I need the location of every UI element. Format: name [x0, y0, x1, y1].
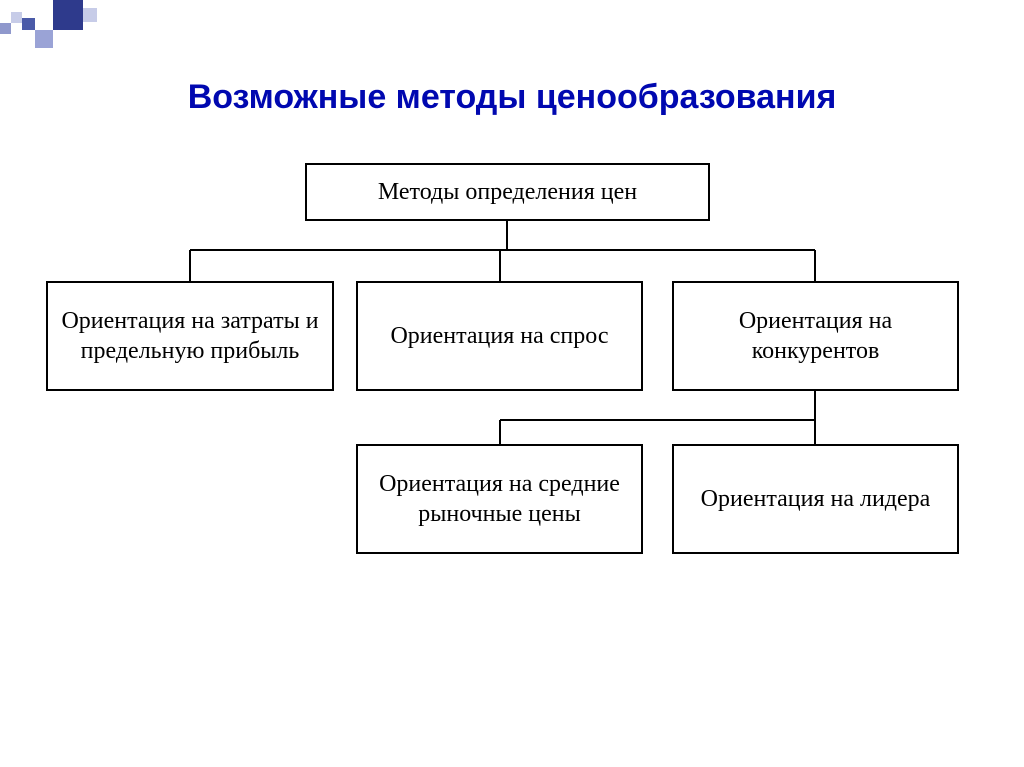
- corner-decoration: [0, 0, 120, 50]
- deco-square: [0, 23, 11, 34]
- deco-square: [83, 8, 97, 22]
- deco-square: [22, 18, 35, 30]
- node-d: Ориентация на средние рыночные цены: [356, 444, 643, 554]
- node-a: Ориентация на затраты и предельную прибы…: [46, 281, 334, 391]
- deco-square: [11, 12, 22, 23]
- deco-square: [35, 30, 53, 48]
- node-e: Ориентация на лидера: [672, 444, 959, 554]
- deco-square: [53, 0, 83, 30]
- slide-title: Возможные методы ценообразования: [0, 78, 1024, 117]
- node-root: Методы определения цен: [305, 163, 710, 221]
- node-c: Ориентация на конкурентов: [672, 281, 959, 391]
- node-b: Ориентация на спрос: [356, 281, 643, 391]
